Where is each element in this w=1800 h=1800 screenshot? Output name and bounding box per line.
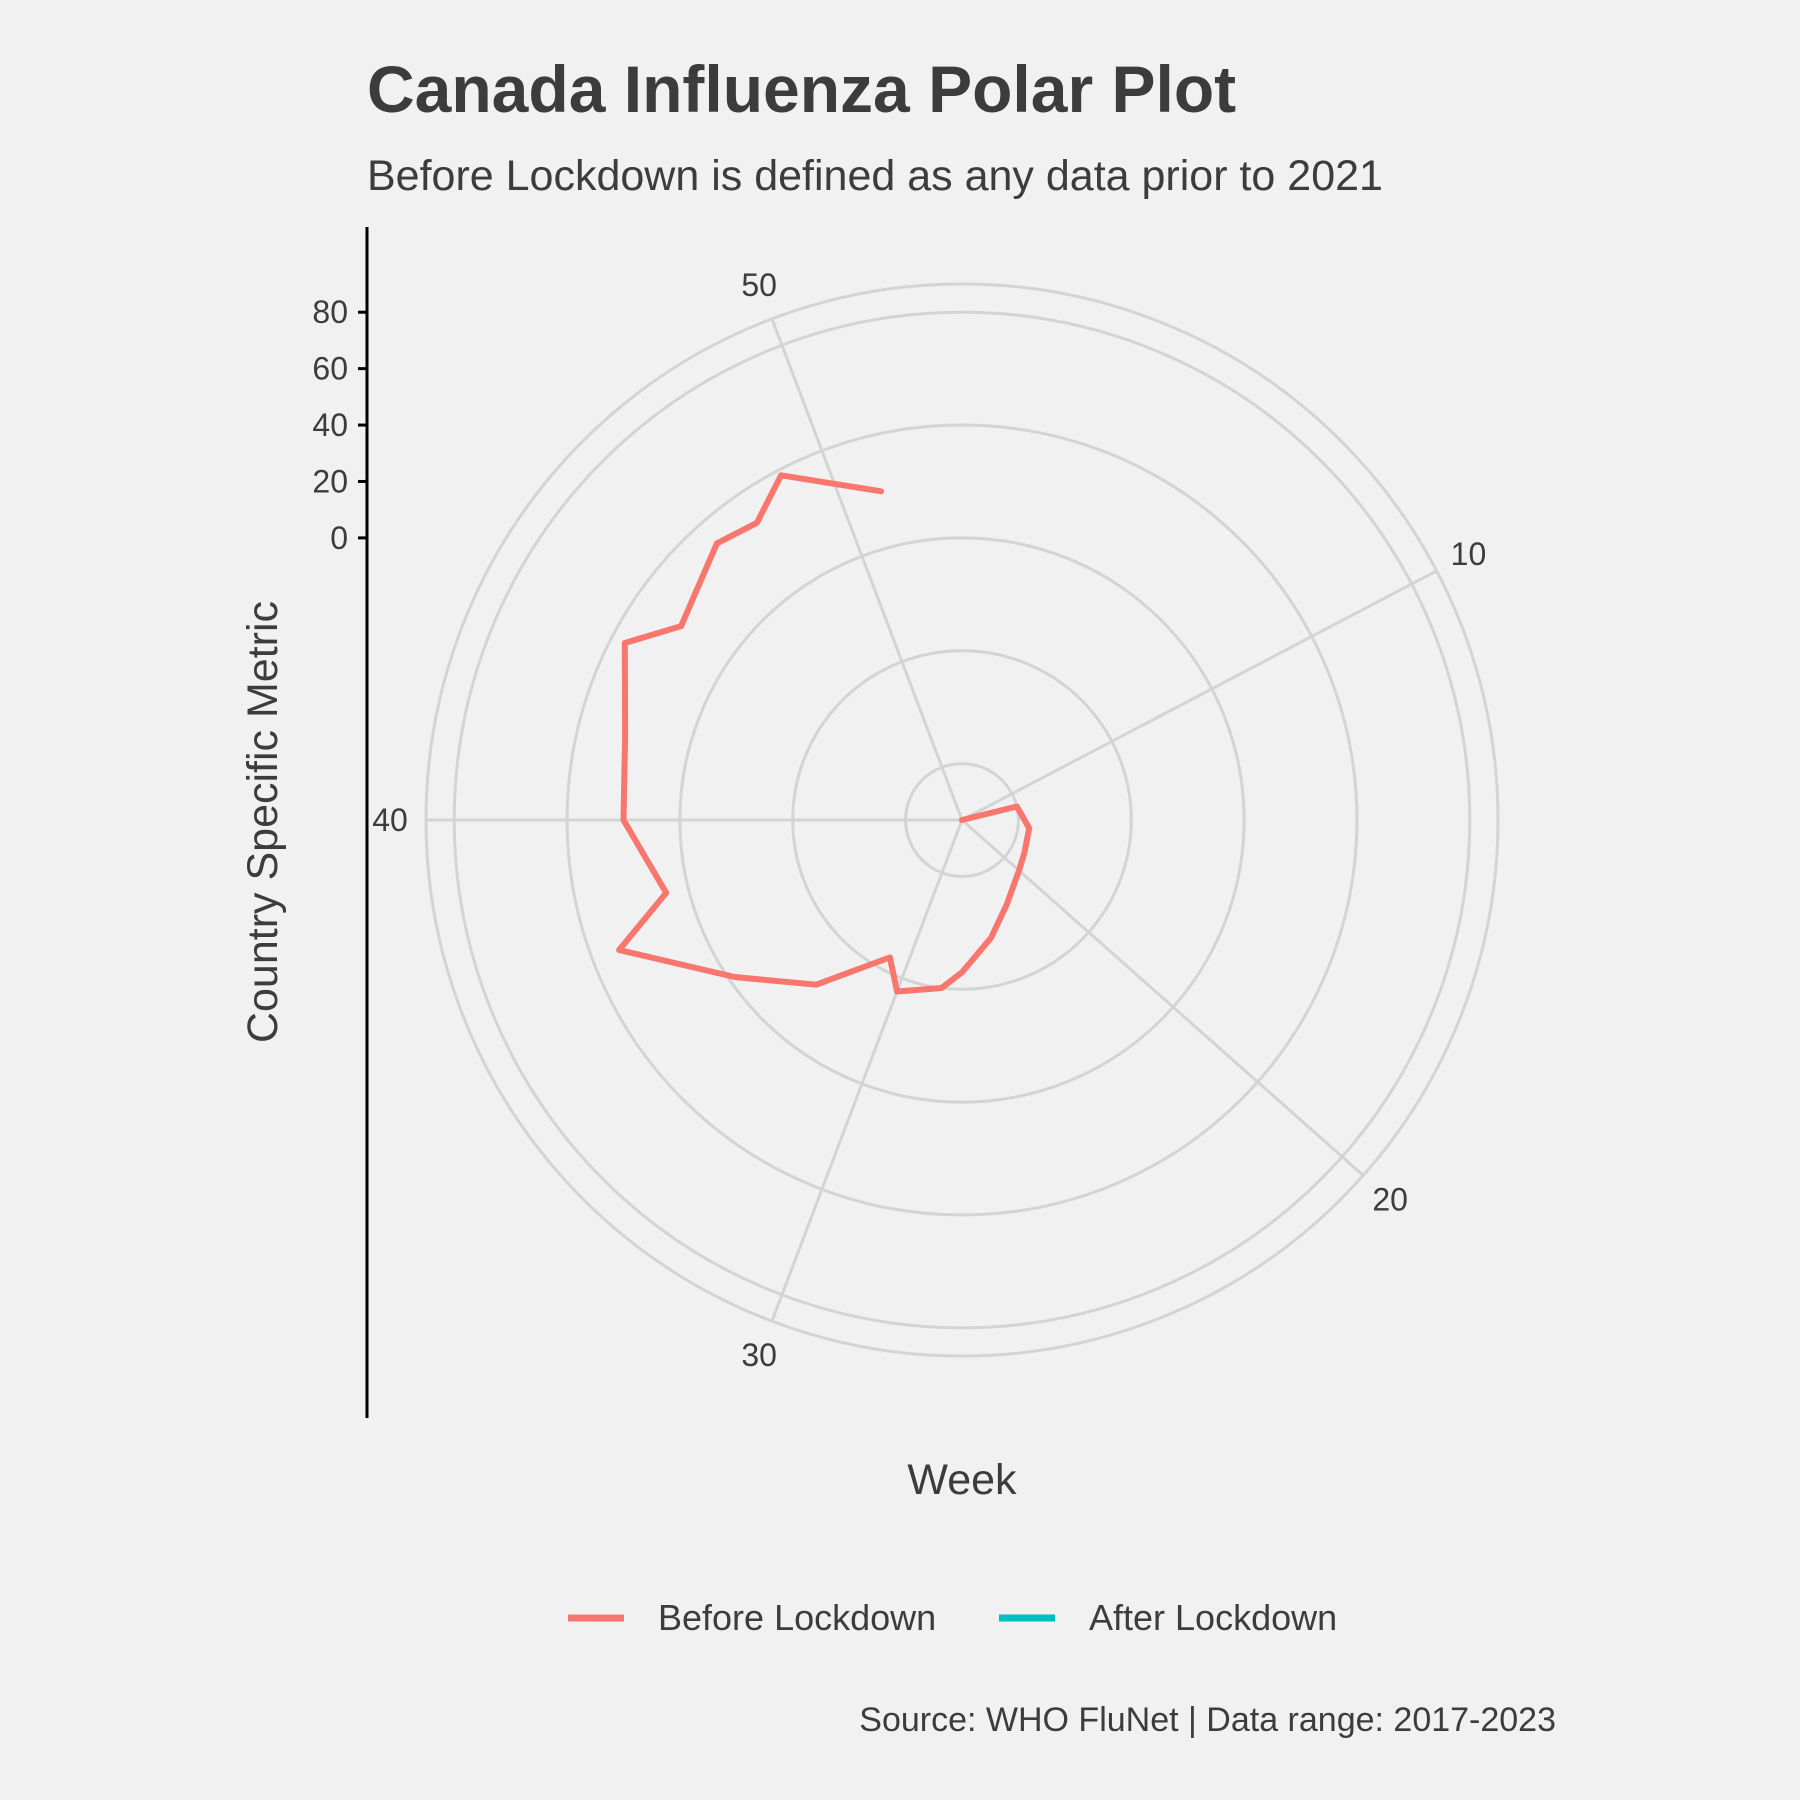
series-line-before-lockdown	[616, 472, 1033, 995]
x-axis-title: Week	[907, 1456, 1017, 1504]
series-layer	[616, 472, 1033, 995]
x-tick-label: 40	[372, 802, 408, 838]
y-tick-label: 20	[312, 463, 348, 499]
grid-spoke	[961, 818, 1365, 1177]
y-tick-label: 0	[330, 520, 348, 556]
x-tick-label: 20	[1372, 1181, 1408, 1217]
chart-caption: Source: WHO FluNet | Data range: 2017-20…	[859, 1701, 1556, 1739]
grid-spoke	[770, 318, 964, 821]
polar-grid	[424, 282, 1500, 1358]
y-tick-label: 60	[312, 351, 348, 387]
y-tick-label: 40	[312, 407, 348, 443]
grid-spoke	[961, 569, 1438, 822]
y-tick-label: 80	[312, 294, 348, 330]
x-tick-label: 30	[741, 1337, 777, 1373]
y-axis-title: Country Specific Metric	[239, 601, 287, 1043]
x-axis-ticks: 10 20 30 40 50	[372, 267, 1486, 1373]
legend-label-after-lockdown: After Lockdown	[1089, 1597, 1337, 1638]
grid-spoke	[770, 819, 964, 1322]
x-tick-label: 10	[1451, 536, 1487, 572]
y-axis-ticks: 0 20 40 60 80	[312, 294, 367, 556]
legend: Before Lockdown After Lockdown	[568, 1597, 1337, 1638]
chart-subtitle: Before Lockdown is defined as any data p…	[367, 152, 1383, 200]
chart-title: Canada Influenza Polar Plot	[367, 52, 1236, 126]
legend-label-before-lockdown: Before Lockdown	[658, 1597, 936, 1638]
x-tick-label: 50	[741, 267, 777, 303]
